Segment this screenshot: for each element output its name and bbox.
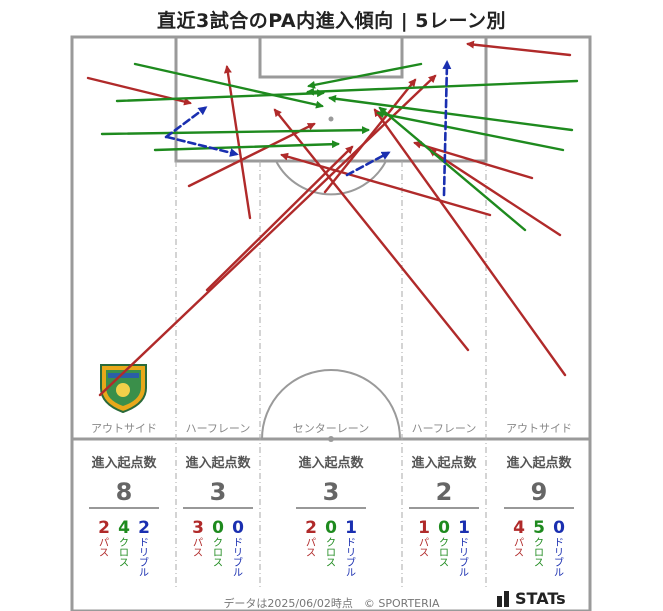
pass-count: 1 — [418, 518, 430, 538]
cross-label: クロス — [326, 537, 336, 569]
pass-label: パス — [193, 537, 203, 559]
stat-label: 進入起点数 — [411, 455, 477, 471]
pass-count: 2 — [305, 518, 317, 538]
pass-arrow — [205, 145, 354, 292]
dribble-count: 2 — [138, 518, 150, 538]
lane-name: アウトサイド — [91, 422, 157, 435]
dribble-count: 1 — [345, 518, 357, 538]
brand-name: STATs — [515, 589, 566, 608]
stats-logo-icon — [497, 590, 511, 607]
goal-area — [258, 35, 404, 79]
cross-arrow — [307, 62, 423, 89]
pass-arrow — [428, 148, 562, 237]
dribble-label: ドリブル — [459, 538, 469, 579]
team-crest-icon — [100, 364, 147, 414]
pass-arrow — [323, 78, 417, 194]
lane-total: 8 — [116, 478, 133, 506]
dribble-count: 0 — [232, 518, 244, 538]
cross-label: クロス — [119, 537, 129, 569]
footer-credit: データは2025/06/02時点 © SPORTERIA — [223, 597, 440, 610]
dribble-label: ドリブル — [233, 538, 243, 579]
stat-label: 進入起点数 — [91, 455, 157, 471]
pitch-markings — [70, 35, 592, 611]
pass-label: パス — [99, 537, 109, 559]
pass-count: 3 — [192, 518, 204, 538]
pass-label: パス — [306, 537, 316, 559]
pass-arrow — [413, 140, 534, 180]
cross-arrow — [378, 106, 527, 232]
stat-label: 進入起点数 — [506, 455, 572, 471]
pass-arrow — [466, 40, 572, 57]
chart-title: 直近3試合のPA内進入傾向 | 5レーン別 — [156, 10, 507, 32]
center-circle — [261, 369, 401, 440]
pass-arrow — [373, 108, 567, 377]
lane-name: センターレーン — [293, 422, 369, 435]
cross-arrow — [306, 79, 579, 96]
cross-label: クロス — [534, 537, 544, 569]
dribble-count: 1 — [458, 518, 470, 538]
dribble-arrow — [164, 106, 208, 139]
stat-label: 進入起点数 — [185, 455, 251, 471]
arrow-layer — [86, 40, 579, 397]
pass-arrow — [98, 74, 437, 397]
lane-total: 2 — [436, 478, 453, 506]
cross-arrow — [376, 110, 565, 152]
dribble-arrow — [442, 60, 452, 197]
dribble-arrow — [165, 135, 239, 157]
cross-count: 0 — [325, 518, 337, 538]
cross-label: クロス — [213, 537, 223, 569]
cross-count: 0 — [212, 518, 224, 538]
lane-name: ハーフレーン — [186, 422, 251, 435]
lane-name: ハーフレーン — [412, 422, 477, 435]
cross-label: クロス — [439, 537, 449, 569]
cross-count: 0 — [438, 518, 450, 538]
dribble-label: ドリブル — [554, 538, 564, 579]
cross-count: 5 — [533, 518, 545, 538]
cross-count: 4 — [118, 518, 130, 538]
penalty-arc — [275, 160, 387, 196]
cross-arrow — [100, 126, 370, 136]
lane-stats: アウトサイド進入起点数82パス4クロス2ドリブルハーフレーン進入起点数33パス0… — [89, 422, 574, 579]
lane-total: 3 — [323, 478, 340, 506]
lane-total: 3 — [210, 478, 227, 506]
lane-name: アウトサイド — [506, 422, 572, 435]
pass-arrow — [280, 152, 492, 217]
cross-arrow — [133, 62, 324, 109]
dribble-label: ドリブル — [139, 538, 149, 579]
penalty-spot — [328, 116, 334, 122]
pass-label: パス — [419, 537, 429, 559]
stat-label: 進入起点数 — [298, 455, 364, 471]
pass-label: パス — [514, 537, 524, 559]
dribble-arrow — [345, 151, 391, 177]
cross-arrow — [115, 89, 325, 103]
pass-count: 4 — [513, 518, 525, 538]
brand-logo: STATs — [497, 589, 566, 608]
pass-arrow — [273, 108, 470, 352]
center-spot — [328, 436, 334, 442]
dribble-count: 0 — [553, 518, 565, 538]
lane-total: 9 — [531, 478, 548, 506]
cross-arrow — [153, 140, 340, 152]
dribble-label: ドリブル — [346, 538, 356, 579]
cross-arrow — [328, 94, 574, 132]
pass-arrow — [223, 65, 252, 220]
pass-count: 2 — [98, 518, 110, 538]
